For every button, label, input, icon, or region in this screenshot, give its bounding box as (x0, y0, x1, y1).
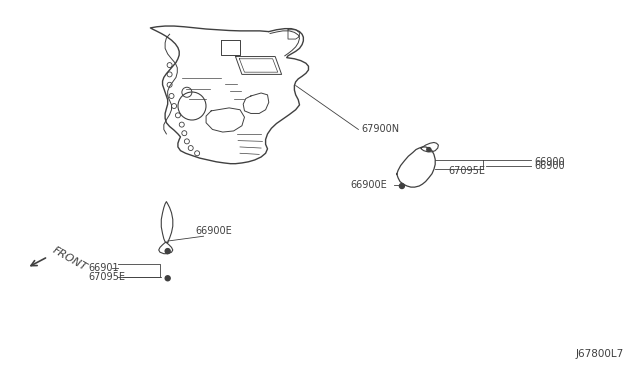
Text: 67095E: 67095E (448, 166, 485, 176)
Text: 67095E: 67095E (88, 272, 125, 282)
Text: 66900: 66900 (534, 161, 565, 170)
Text: 66901: 66901 (88, 263, 119, 273)
Text: 67900N: 67900N (362, 125, 399, 134)
Circle shape (165, 248, 170, 254)
Circle shape (165, 276, 170, 281)
Circle shape (399, 183, 404, 189)
Text: FRONT: FRONT (51, 245, 89, 272)
Text: 66900E: 66900E (351, 180, 387, 190)
Circle shape (427, 148, 431, 151)
Text: 66900E: 66900E (195, 227, 232, 236)
Text: J67800L7: J67800L7 (576, 349, 624, 359)
Text: 66900: 66900 (534, 157, 565, 167)
